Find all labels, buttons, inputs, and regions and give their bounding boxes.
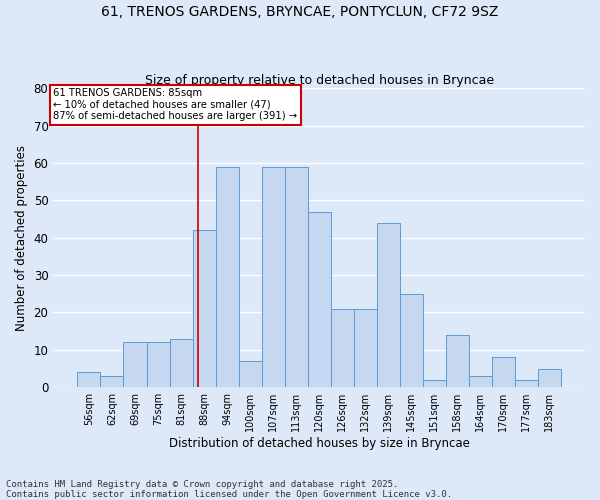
Bar: [215, 166, 239, 387]
Bar: [124, 342, 146, 387]
Y-axis label: Number of detached properties: Number of detached properties: [15, 144, 28, 330]
Bar: [193, 230, 215, 387]
X-axis label: Distribution of detached houses by size in Bryncae: Distribution of detached houses by size …: [169, 437, 470, 450]
Bar: [446, 335, 469, 387]
Bar: [170, 338, 193, 387]
Bar: [515, 380, 538, 387]
Bar: [353, 308, 377, 387]
Bar: [146, 342, 170, 387]
Bar: [308, 212, 331, 387]
Title: Size of property relative to detached houses in Bryncae: Size of property relative to detached ho…: [145, 74, 494, 87]
Bar: [239, 361, 262, 387]
Text: 61 TRENOS GARDENS: 85sqm
← 10% of detached houses are smaller (47)
87% of semi-d: 61 TRENOS GARDENS: 85sqm ← 10% of detach…: [53, 88, 298, 122]
Bar: [469, 376, 492, 387]
Text: 61, TRENOS GARDENS, BRYNCAE, PONTYCLUN, CF72 9SZ: 61, TRENOS GARDENS, BRYNCAE, PONTYCLUN, …: [101, 5, 499, 19]
Bar: [100, 376, 124, 387]
Text: Contains HM Land Registry data © Crown copyright and database right 2025.
Contai: Contains HM Land Registry data © Crown c…: [6, 480, 452, 499]
Bar: [77, 372, 100, 387]
Bar: [262, 166, 284, 387]
Bar: [538, 368, 561, 387]
Bar: [331, 308, 353, 387]
Bar: [377, 222, 400, 387]
Bar: [400, 294, 423, 387]
Bar: [492, 358, 515, 387]
Bar: [284, 166, 308, 387]
Bar: [423, 380, 446, 387]
